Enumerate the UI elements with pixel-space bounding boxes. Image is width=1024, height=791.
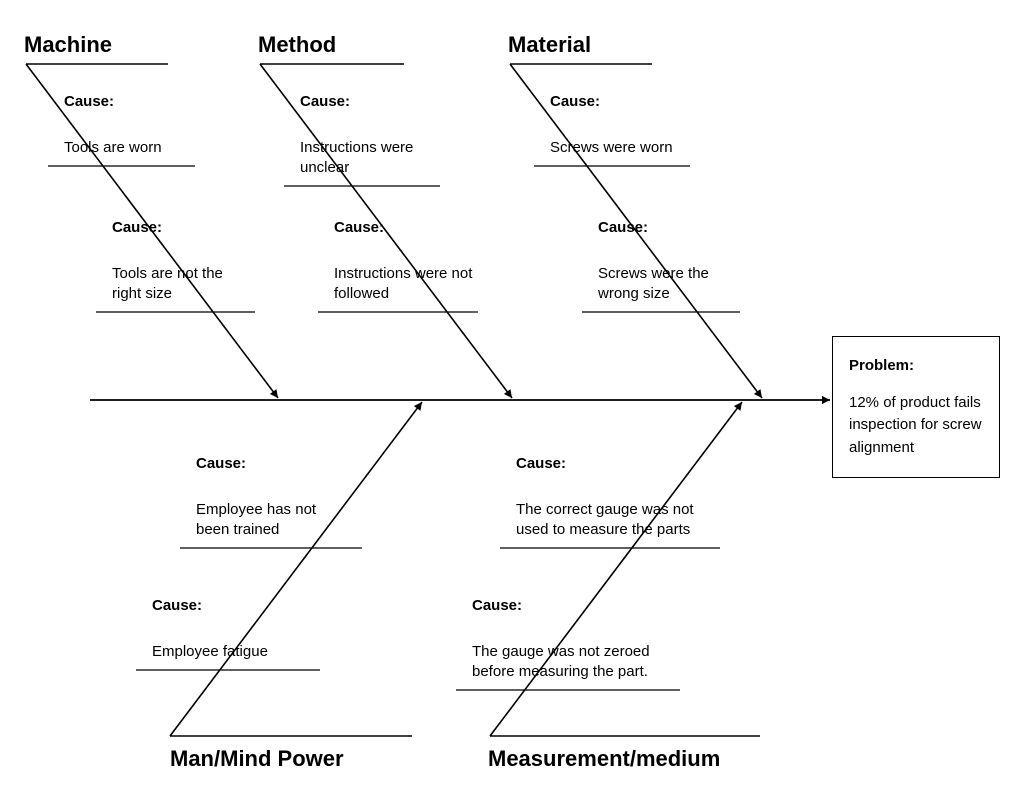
cause-label-method-1: Cause: [334, 218, 384, 238]
cause-text-man-0: Employee has not been trained [196, 500, 346, 541]
cause-label-man-0: Cause: [196, 454, 246, 474]
cause-text-measurement-1: The gauge was not zeroed before measurin… [472, 642, 682, 683]
cause-label-material-1: Cause: [598, 218, 648, 238]
cause-label-machine-0: Cause: [64, 92, 114, 112]
category-title-machine: Machine [24, 32, 112, 58]
category-title-man: Man/Mind Power [170, 746, 344, 772]
category-title-material: Material [508, 32, 591, 58]
cause-text-material-0: Screws were worn [550, 138, 673, 158]
problem-text: 12% of product fails inspection for scre… [849, 392, 983, 460]
category-title-measurement: Measurement/medium [488, 746, 720, 772]
cause-label-method-0: Cause: [300, 92, 350, 112]
cause-text-machine-0: Tools are worn [64, 138, 162, 158]
cause-label-machine-1: Cause: [112, 218, 162, 238]
cause-label-measurement-0: Cause: [516, 454, 566, 474]
cause-label-measurement-1: Cause: [472, 596, 522, 616]
cause-text-method-1: Instructions were not followed [334, 264, 494, 305]
category-title-method: Method [258, 32, 336, 58]
problem-label: Problem: [849, 355, 983, 378]
cause-text-machine-1: Tools are not the right size [112, 264, 252, 305]
cause-label-man-1: Cause: [152, 596, 202, 616]
problem-box: Problem: 12% of product fails inspection … [832, 336, 1000, 478]
cause-text-material-1: Screws were the wrong size [598, 264, 738, 305]
cause-text-measurement-0: The correct gauge was not used to measur… [516, 500, 716, 541]
cause-label-material-0: Cause: [550, 92, 600, 112]
cause-text-method-0: Instructions were unclear [300, 138, 440, 179]
cause-text-man-1: Employee fatigue [152, 642, 268, 662]
